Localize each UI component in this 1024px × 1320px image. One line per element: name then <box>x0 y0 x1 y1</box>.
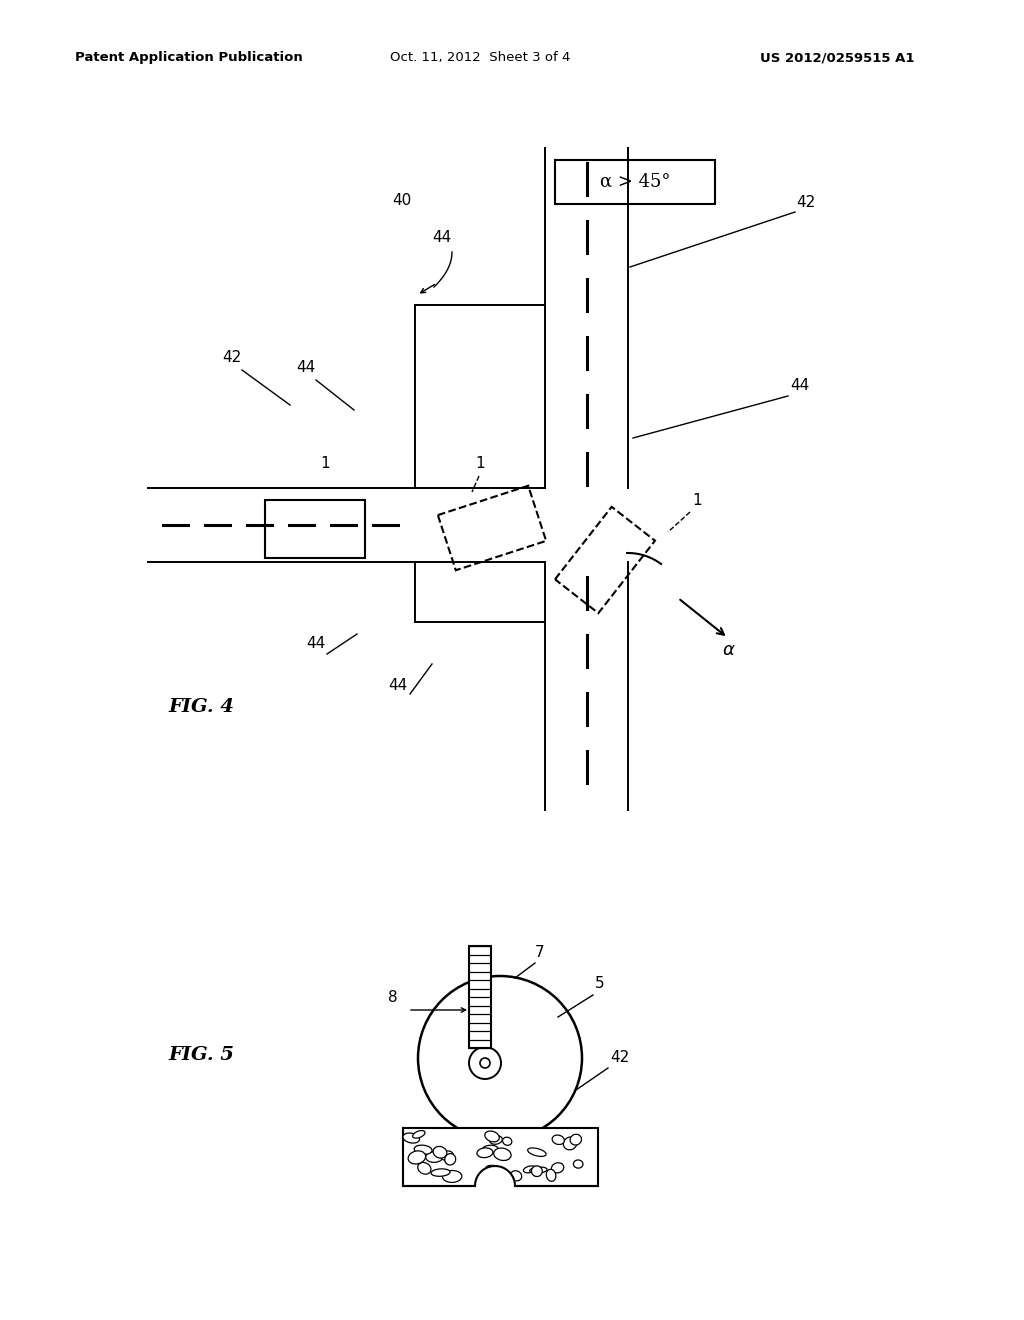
Ellipse shape <box>552 1135 564 1144</box>
Text: US 2012/0259515 A1: US 2012/0259515 A1 <box>760 51 914 65</box>
Ellipse shape <box>444 1154 456 1166</box>
Ellipse shape <box>482 1146 499 1154</box>
Ellipse shape <box>477 1148 493 1158</box>
Text: 40: 40 <box>392 193 412 209</box>
Ellipse shape <box>413 1130 425 1138</box>
Ellipse shape <box>494 1148 511 1160</box>
Ellipse shape <box>433 1146 446 1158</box>
Text: 42: 42 <box>796 195 815 210</box>
Ellipse shape <box>440 1151 454 1160</box>
Text: 44: 44 <box>388 678 408 693</box>
Text: $\alpha$: $\alpha$ <box>722 642 735 659</box>
Ellipse shape <box>403 1133 420 1143</box>
Ellipse shape <box>484 1131 500 1142</box>
Ellipse shape <box>523 1166 537 1173</box>
Ellipse shape <box>442 1171 462 1183</box>
Text: 44: 44 <box>790 378 809 393</box>
Text: 44: 44 <box>296 360 315 375</box>
Polygon shape <box>555 507 655 614</box>
Text: FIG. 4: FIG. 4 <box>168 698 234 715</box>
Ellipse shape <box>573 1160 583 1168</box>
Ellipse shape <box>563 1137 577 1150</box>
Bar <box>469 946 490 1048</box>
Text: 8: 8 <box>388 990 397 1005</box>
Text: 1: 1 <box>692 492 701 508</box>
Text: 44: 44 <box>306 636 326 651</box>
Polygon shape <box>438 486 546 570</box>
Text: 1: 1 <box>321 455 330 471</box>
Ellipse shape <box>570 1134 582 1144</box>
Text: 7: 7 <box>535 945 545 960</box>
Ellipse shape <box>546 1170 556 1181</box>
Ellipse shape <box>552 1163 564 1173</box>
Ellipse shape <box>527 1148 546 1156</box>
Ellipse shape <box>489 1135 503 1144</box>
Ellipse shape <box>531 1166 543 1176</box>
Polygon shape <box>475 1166 515 1191</box>
Ellipse shape <box>503 1138 512 1146</box>
Text: 42: 42 <box>222 350 242 366</box>
Bar <box>265 500 365 558</box>
Bar <box>403 1129 598 1185</box>
Ellipse shape <box>418 1163 431 1175</box>
Ellipse shape <box>431 1168 451 1176</box>
Bar <box>555 160 715 205</box>
Text: 1: 1 <box>475 455 484 471</box>
Text: 44: 44 <box>432 230 452 246</box>
Ellipse shape <box>501 1152 510 1160</box>
Text: FIG. 5: FIG. 5 <box>168 1045 234 1064</box>
Ellipse shape <box>511 1171 521 1181</box>
Text: Patent Application Publication: Patent Application Publication <box>75 51 303 65</box>
Ellipse shape <box>409 1151 426 1164</box>
Ellipse shape <box>414 1146 432 1154</box>
Ellipse shape <box>529 1167 547 1173</box>
Text: Oct. 11, 2012  Sheet 3 of 4: Oct. 11, 2012 Sheet 3 of 4 <box>390 51 570 65</box>
Ellipse shape <box>486 1166 503 1172</box>
Text: 5: 5 <box>595 975 604 991</box>
Ellipse shape <box>426 1151 443 1163</box>
Text: α > 45°: α > 45° <box>600 173 671 191</box>
Text: 42: 42 <box>610 1049 630 1065</box>
